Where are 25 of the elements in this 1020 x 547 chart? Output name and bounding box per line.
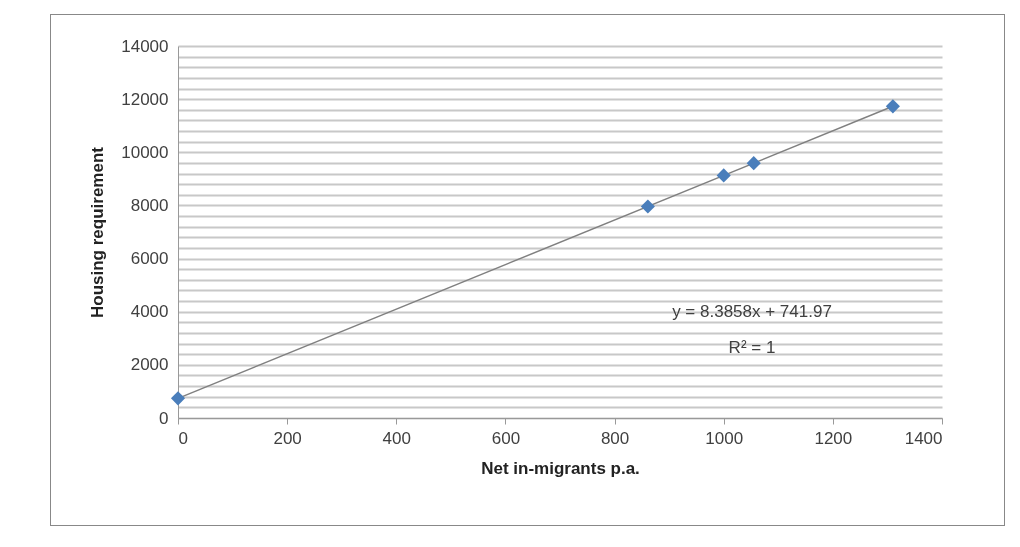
y-tick-label: 4000 [130, 302, 169, 322]
y-tick-label: 0 [159, 408, 169, 428]
point [170, 391, 186, 406]
x-axis-title: Net in-migrants p.a. [481, 458, 640, 478]
y-tick-label: 12000 [121, 89, 169, 109]
y-tick-label: 8000 [130, 195, 169, 215]
annotation: y = 8.3858x + 741.97 [672, 302, 832, 321]
x-tick-label: 200 [273, 428, 302, 448]
x-tick-label: 1200 [814, 428, 853, 448]
y-tick-label: 10000 [121, 142, 169, 162]
x-tick-label: 1000 [705, 428, 744, 448]
point [716, 168, 731, 183]
x-tick-label: 1400 [904, 428, 943, 448]
x-tick-label: 400 [382, 428, 411, 448]
point [885, 99, 900, 114]
y-tick-label: 14000 [121, 36, 169, 56]
y-tick-label: 2000 [130, 355, 169, 375]
y-tick-label: 6000 [130, 249, 169, 269]
annotation: R² = 1 [728, 338, 776, 357]
x-tick-label: 800 [600, 428, 630, 448]
x-tick-label: 0 [178, 428, 188, 448]
point [746, 156, 761, 171]
y-axis-title: Housing requirement [88, 146, 108, 318]
x-tick-label: 600 [491, 428, 521, 448]
point [640, 199, 655, 214]
